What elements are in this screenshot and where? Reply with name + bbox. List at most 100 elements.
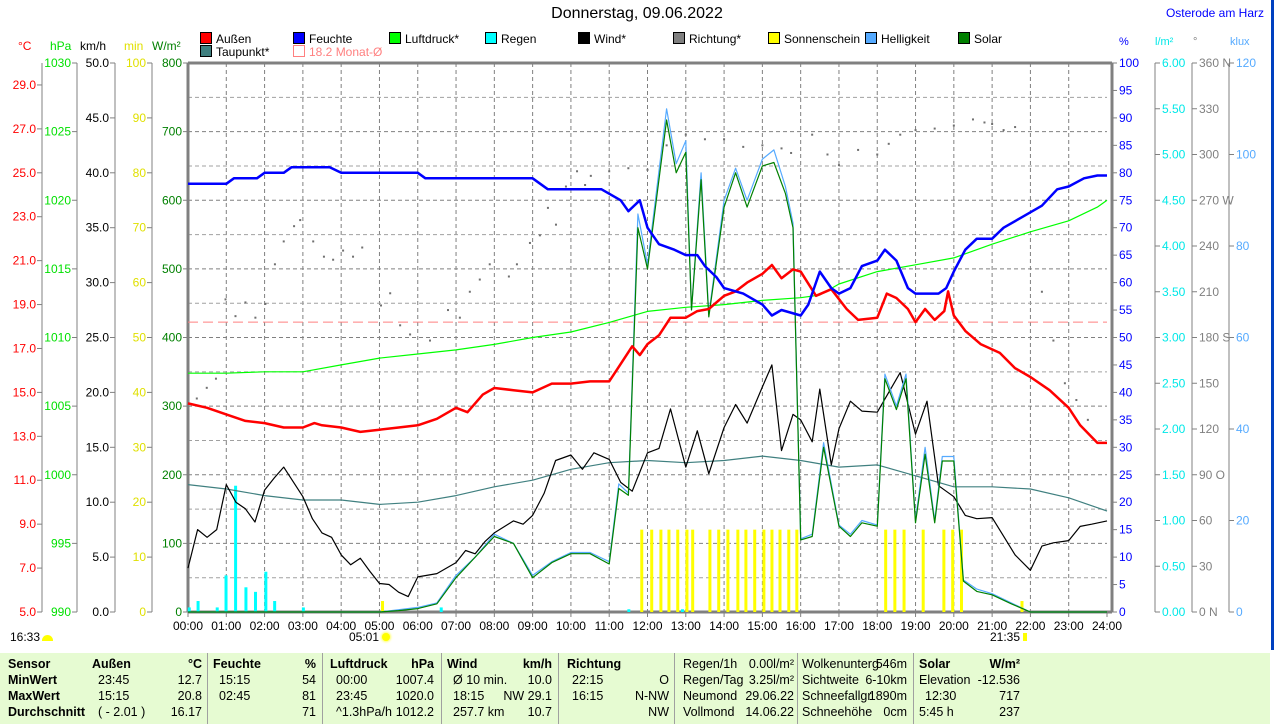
axis-tick-label-solar: 200: [162, 468, 182, 482]
info-value: 14.06.22: [745, 705, 794, 719]
legend-label: Regen: [501, 32, 537, 46]
axis-tick-label-wind: 10.0: [86, 495, 110, 509]
direction-point: [429, 339, 432, 342]
axis-tick-label-press: 1005: [44, 399, 71, 413]
axis-tick-label-hum: 100: [1119, 56, 1139, 70]
time-cell: ^1.3hPa/h: [336, 705, 392, 719]
axis-tick-label-wind: 45.0: [86, 111, 110, 125]
rain-bar: [254, 591, 258, 612]
axis-tick-label-sunmin: 0: [139, 605, 146, 619]
axis-tick-label-press: 1030: [44, 56, 71, 70]
direction-point: [399, 324, 402, 327]
legend-swatch: [958, 32, 970, 44]
direction-point: [1002, 129, 1005, 132]
info-value: 3.25l/m²: [748, 673, 794, 687]
axis-tick-label-temp: 7.0: [19, 561, 36, 575]
legend-label: 18.2 Monat-Ø: [309, 45, 383, 59]
legend-item: Regen: [485, 32, 536, 46]
sunshine-bar: [736, 529, 740, 612]
axis-tick-label-wind: 0.0: [92, 605, 109, 619]
sunshine-bar: [753, 529, 757, 612]
sunset-time: 21:35: [990, 630, 1021, 644]
column-header: Solar: [919, 657, 951, 671]
axis-tick-label-hum: 95: [1119, 83, 1133, 97]
direction-point: [584, 184, 587, 186]
direction-point: [837, 164, 840, 167]
info-value: 0cm: [883, 705, 907, 719]
legend-label: Wind*: [594, 32, 627, 46]
axis-tick-label-sunmin: 70: [133, 221, 147, 235]
axis-tick-label-dir: 120: [1199, 422, 1219, 436]
axis-tick-label-temp: 9.0: [19, 517, 36, 531]
direction-point: [914, 129, 917, 132]
x-tick-label: 23:00: [1054, 619, 1084, 633]
legend-swatch: [485, 32, 497, 44]
legend-label: Taupunkt*: [216, 45, 270, 59]
axis-tick-label-sunmin: 40: [133, 385, 147, 399]
info-label: Neumond: [683, 689, 738, 703]
x-tick-label: 15:00: [747, 619, 777, 633]
axis-tick-label-solar: 100: [162, 536, 182, 550]
direction-point: [361, 246, 364, 249]
axis-tick-label-dir: 330: [1199, 102, 1219, 116]
chart-title: Donnerstag, 09.06.2022: [551, 5, 723, 22]
direction-point: [468, 290, 471, 293]
axis-tick-label-press: 1025: [44, 125, 71, 139]
axis-tick-label-temp: 13.0: [13, 429, 37, 443]
axis-tick-label-solar: 700: [162, 125, 182, 139]
info-label: Vollmond: [683, 705, 735, 719]
axis-unit-dir: °: [1193, 36, 1198, 48]
direction-point: [195, 397, 198, 400]
legend-swatch: [200, 32, 212, 44]
row-label: Durchschnitt: [8, 705, 86, 719]
rain-bar: [680, 609, 684, 612]
axis-tick-label-temp: 23.0: [13, 210, 37, 224]
sunshine-bar: [717, 529, 721, 612]
direction-point: [899, 133, 902, 136]
info-value: 29.06.22: [745, 689, 794, 703]
axis-tick-label-lux: 60: [1236, 331, 1250, 345]
axis-tick-label-dir: 180 S: [1199, 331, 1230, 345]
direction-point: [254, 316, 257, 319]
axis-unit-temp: °C: [18, 39, 32, 53]
series-line-solar: [188, 119, 1107, 613]
row-label: MaxWert: [8, 689, 60, 703]
axis-tick-label-lux: 120: [1236, 56, 1256, 70]
direction-point: [780, 147, 783, 150]
info-label: Regen/1h: [683, 657, 738, 671]
axis-tick-label-dir: 300: [1199, 148, 1219, 162]
axis-tick-label-lux: 80: [1236, 239, 1250, 253]
sunshine-bar: [676, 529, 680, 612]
x-tick-label: 20:00: [939, 619, 969, 633]
axis-tick-label-hum: 40: [1119, 385, 1133, 399]
axis-tick-label-wind: 25.0: [86, 331, 110, 345]
legend-swatch: [293, 32, 305, 44]
sunrise-prev-time: 16:33: [10, 630, 41, 644]
legend-label: Außen: [216, 32, 252, 46]
axis-unit-lux: klux: [1230, 36, 1250, 48]
rain-bar: [301, 607, 305, 612]
axis-tick-label-temp: 27.0: [13, 122, 37, 136]
x-tick-label: 24:00: [1092, 619, 1122, 633]
sunrise-prev: 16:33: [10, 630, 54, 644]
axis-tick-label-hum: 90: [1119, 111, 1133, 125]
statistics-table: Sensor MinWert MaxWert Durchschnitt Außen °C 2…: [0, 653, 1270, 724]
sunshine-bar: [659, 529, 663, 612]
sunrise-time: 05:01: [349, 630, 380, 644]
axis-tick-label-rain: 2.50: [1162, 376, 1186, 390]
axis-tick-label-hum: 85: [1119, 138, 1133, 152]
row-label: Sensor: [8, 657, 51, 671]
sunshine-bar: [650, 529, 654, 612]
legend-item: Luftdruck*: [389, 32, 459, 46]
x-tick-label: 22:00: [1015, 619, 1045, 633]
column-header: Luftdruck: [330, 657, 388, 671]
axis-tick-label-rain: 6.00: [1162, 56, 1186, 70]
series-line-taupunkt: [187, 455, 1108, 512]
x-tick-label: 11:00: [595, 619, 624, 633]
x-tick-label: 16:00: [786, 619, 816, 633]
axis-tick-label-lux: 100: [1236, 148, 1256, 162]
axis-tick-label-sunmin: 20: [133, 495, 147, 509]
axis-tick-label-dir: 270 W: [1199, 193, 1234, 207]
direction-point: [554, 223, 557, 226]
info-value: -12.536: [977, 673, 1020, 687]
